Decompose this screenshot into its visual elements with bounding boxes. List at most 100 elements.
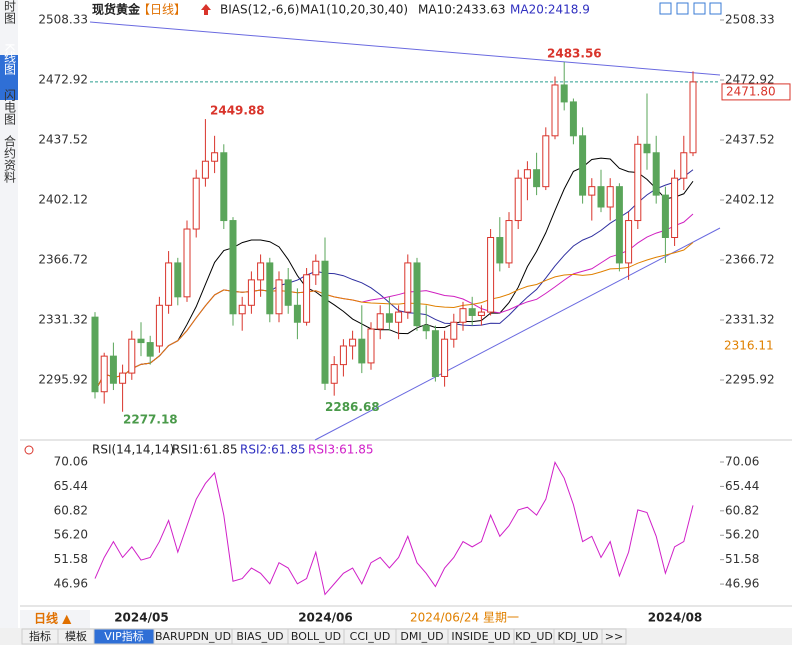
crosshair-price: 2316.11 <box>724 338 774 352</box>
last-price: 2471.80 <box>726 84 776 98</box>
candle-body <box>192 177 200 230</box>
tab[interactable]: 指标 <box>29 629 51 643</box>
sidebar-bg <box>0 0 18 645</box>
candle-body <box>321 260 329 384</box>
tab[interactable]: KD_UD <box>515 630 553 643</box>
y-tick-label-right: 2402.12 <box>725 193 775 207</box>
tab[interactable]: CCI_UD <box>350 630 391 643</box>
x-tick-label: 2024/08 <box>648 611 702 625</box>
candle-body <box>505 220 513 264</box>
candle-body <box>422 325 430 332</box>
sidebar-tab[interactable]: 分时图 <box>3 0 17 24</box>
ma10: MA10:2433.63 <box>418 3 506 17</box>
tab[interactable]: BOLL_UD <box>291 630 341 643</box>
candle-body <box>652 152 660 196</box>
y-tick-label: 2402.12 <box>38 193 88 207</box>
last-price-box <box>721 83 791 101</box>
y-tick-label-right: 2437.52 <box>725 133 775 147</box>
tab[interactable]: DMI_UD <box>400 630 443 643</box>
candle-body <box>146 342 154 357</box>
tab[interactable]: INSIDE_UD <box>451 630 510 643</box>
candle-body <box>487 236 495 313</box>
price-annotation: 2449.88 <box>210 104 265 118</box>
rsi-tick-label-right: 70.06 <box>725 455 759 469</box>
y-tick-label: 2508.33 <box>38 13 88 27</box>
candle-body <box>238 304 246 315</box>
candle-body <box>560 84 568 103</box>
candle-body <box>211 152 219 162</box>
sidebar-tab[interactable]: 合约资料 <box>3 134 17 183</box>
candle-body <box>266 262 274 315</box>
candle-body <box>588 186 596 196</box>
tab[interactable]: VIP指标 <box>104 629 143 643</box>
candle-body <box>542 135 550 188</box>
rsi-tick-label: 70.06 <box>54 455 88 469</box>
candle-body <box>367 328 375 364</box>
candle-body <box>183 228 191 298</box>
candle-body <box>174 262 182 298</box>
rsi-tick-label-right: 46.96 <box>725 577 759 591</box>
tab-bg <box>601 628 627 645</box>
crosshair-date: 2024/06/24 星期一 <box>410 611 519 625</box>
candle-body <box>643 143 651 154</box>
candle-body <box>220 152 228 222</box>
candle-body <box>257 262 265 281</box>
price-annotation: 2286.68 <box>325 400 380 414</box>
rsi-tick-label: 56.20 <box>54 528 88 542</box>
x-tick-label: 2024/05 <box>114 611 168 625</box>
tool-icon[interactable] <box>676 2 689 15</box>
candle-body <box>128 338 136 374</box>
candle-body <box>431 330 439 377</box>
candle-body <box>303 274 311 323</box>
y-tick-label-right: 2366.72 <box>725 253 775 267</box>
candle-body <box>496 236 504 264</box>
rsi-tick-label: 46.96 <box>54 577 88 591</box>
tool-icon[interactable] <box>709 2 722 15</box>
candle-body <box>293 304 301 323</box>
tool-icon[interactable] <box>659 2 672 15</box>
candle-body <box>450 321 458 340</box>
tab[interactable]: 模板 <box>65 629 87 643</box>
rsi-tick-label-right: 60.82 <box>725 503 759 517</box>
candle-body <box>533 169 541 188</box>
candle-body <box>625 220 633 264</box>
candle-body <box>459 308 467 323</box>
candle-body <box>358 338 366 364</box>
symbol: 现货黄金 <box>92 2 141 17</box>
x-tick-label: 2024/06 <box>298 611 352 625</box>
candle-body <box>119 372 127 384</box>
tool-icon[interactable] <box>693 2 706 15</box>
period: 【日线】 <box>138 3 186 17</box>
candle-body <box>330 364 338 384</box>
candle-body <box>404 262 412 313</box>
candle-body <box>606 186 614 208</box>
rsi-line <box>94 460 694 596</box>
candle-body <box>349 338 357 347</box>
candle-body <box>284 279 292 306</box>
price-annotation: 2483.56 <box>547 46 602 60</box>
rsi-tick-label-right: 51.58 <box>725 552 759 566</box>
candle-body <box>229 220 237 315</box>
candle-body <box>689 81 697 154</box>
candle-body <box>468 308 476 316</box>
sidebar-tab[interactable]: K线图 <box>3 43 17 75</box>
candle-body <box>615 186 623 264</box>
moving-average <box>94 242 694 392</box>
tab[interactable]: BIAS_UD <box>236 630 283 643</box>
moving-average <box>94 157 694 392</box>
rsi-icon <box>24 445 34 455</box>
tab[interactable]: BARUPDN_UD <box>155 630 231 643</box>
candle-body <box>201 160 209 179</box>
period-button[interactable]: 日线 ▲ <box>34 611 72 626</box>
tab[interactable]: KDJ_UD <box>558 630 599 643</box>
candle-body <box>597 186 605 208</box>
candle-body <box>385 313 393 323</box>
sidebar-tab[interactable]: 闪电图 <box>3 89 17 125</box>
tab[interactable]: >> <box>605 630 623 643</box>
candle-body <box>634 143 642 222</box>
y-tick-label: 2366.72 <box>38 253 88 267</box>
price-annotation: 2277.18 <box>123 412 178 426</box>
trend-line <box>89 21 721 76</box>
trend-line <box>314 227 721 441</box>
y-tick-label: 2437.52 <box>38 133 88 147</box>
